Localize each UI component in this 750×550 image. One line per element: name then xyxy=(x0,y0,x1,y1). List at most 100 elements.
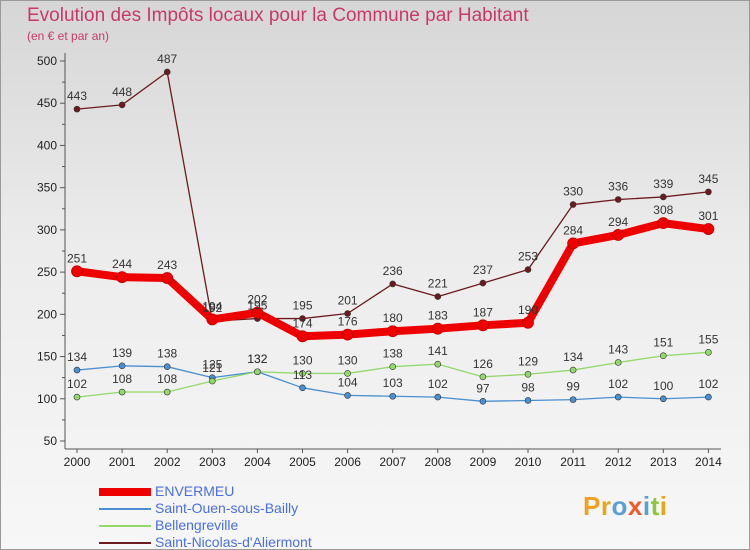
logo-letter: r xyxy=(600,491,612,521)
data-label: 134 xyxy=(563,350,583,364)
data-label: 138 xyxy=(157,347,177,361)
legend-swatch xyxy=(99,542,151,544)
data-label: 345 xyxy=(698,172,718,186)
data-label: 130 xyxy=(292,353,312,367)
logo-letter: P xyxy=(583,491,601,521)
data-label: 104 xyxy=(338,375,358,389)
data-point xyxy=(161,272,174,284)
logo-letter: t xyxy=(650,491,660,521)
data-label: 102 xyxy=(428,377,448,391)
x-tick-label: 2004 xyxy=(244,455,271,469)
data-point xyxy=(705,393,712,401)
data-point xyxy=(705,188,712,196)
data-label: 202 xyxy=(247,293,267,307)
data-label: 97 xyxy=(476,381,490,395)
data-point xyxy=(299,384,306,392)
data-point xyxy=(73,393,81,401)
data-point xyxy=(524,266,532,273)
data-point xyxy=(614,393,622,401)
data-label: 102 xyxy=(67,377,87,391)
data-label: 194 xyxy=(202,299,222,313)
data-point xyxy=(705,349,712,356)
x-tick-label: 2002 xyxy=(154,455,181,469)
data-label: 102 xyxy=(608,377,628,391)
y-tick-label: 100 xyxy=(37,392,57,406)
data-point xyxy=(479,279,487,287)
data-point xyxy=(73,366,81,374)
data-label: 183 xyxy=(428,309,448,323)
data-label: 221 xyxy=(428,277,448,291)
data-point xyxy=(389,392,397,400)
data-label: 100 xyxy=(653,379,673,393)
data-label: 244 xyxy=(112,257,132,271)
data-point xyxy=(163,68,171,76)
data-point xyxy=(434,293,442,300)
chart-subtitle: (en € et par an) xyxy=(27,29,110,43)
y-tick-label: 450 xyxy=(37,96,57,110)
x-tick-label: 2006 xyxy=(334,455,361,469)
data-point xyxy=(659,395,667,403)
y-tick-label: 500 xyxy=(37,54,57,68)
data-label: 237 xyxy=(473,263,493,277)
data-label: 487 xyxy=(157,52,177,66)
data-label: 143 xyxy=(608,342,628,356)
data-label: 243 xyxy=(157,258,177,272)
data-label: 126 xyxy=(473,357,493,371)
data-point xyxy=(569,366,577,374)
data-label: 125 xyxy=(202,358,222,372)
logo-letter: i xyxy=(659,491,668,521)
data-label: 195 xyxy=(292,299,312,313)
data-point xyxy=(524,397,532,404)
data-point xyxy=(251,306,264,319)
data-label: 284 xyxy=(563,223,583,237)
data-point xyxy=(479,398,487,405)
data-point xyxy=(434,393,442,401)
data-point xyxy=(296,330,309,343)
x-tick-label: 2000 xyxy=(64,455,91,469)
y-tick-label: 400 xyxy=(37,138,57,152)
data-point xyxy=(434,360,442,368)
y-tick-label: 250 xyxy=(37,265,57,279)
x-tick-label: 2013 xyxy=(650,455,677,469)
data-label: 308 xyxy=(653,203,673,217)
data-point xyxy=(73,105,81,113)
x-tick-label: 2008 xyxy=(424,455,451,469)
data-point xyxy=(163,363,171,370)
data-point xyxy=(659,193,667,201)
legend-label: ENVERMEU xyxy=(155,483,235,499)
chart-title: Evolution des Impôts locaux pour la Comm… xyxy=(27,5,529,26)
logo-letter: i xyxy=(642,491,651,521)
data-label: 448 xyxy=(112,85,132,99)
data-point xyxy=(614,359,622,366)
x-tick-label: 2001 xyxy=(109,455,136,469)
data-point xyxy=(389,363,397,370)
data-label: 339 xyxy=(653,177,673,191)
data-point xyxy=(299,315,306,322)
data-label: 174 xyxy=(292,316,312,330)
data-label: 99 xyxy=(566,380,580,394)
data-label: 98 xyxy=(521,380,535,394)
data-label: 129 xyxy=(518,354,538,368)
y-tick-label: 300 xyxy=(37,223,57,237)
data-label: 201 xyxy=(338,293,358,307)
data-point xyxy=(116,271,128,284)
data-label: 141 xyxy=(428,344,448,358)
data-label: 195 xyxy=(247,299,267,313)
data-point xyxy=(118,101,126,109)
data-point xyxy=(431,322,444,335)
y-tick-label: 350 xyxy=(37,181,57,195)
data-label: 443 xyxy=(67,89,87,103)
data-point xyxy=(118,388,126,396)
data-label: 336 xyxy=(608,179,628,193)
data-label: 108 xyxy=(112,372,132,386)
data-point xyxy=(522,316,534,329)
data-point xyxy=(206,313,219,326)
data-label: 187 xyxy=(473,305,493,319)
data-point xyxy=(612,229,625,241)
data-label: 151 xyxy=(653,336,673,350)
data-label: 130 xyxy=(338,353,358,367)
data-point xyxy=(657,217,670,230)
legend-swatch xyxy=(99,488,151,496)
